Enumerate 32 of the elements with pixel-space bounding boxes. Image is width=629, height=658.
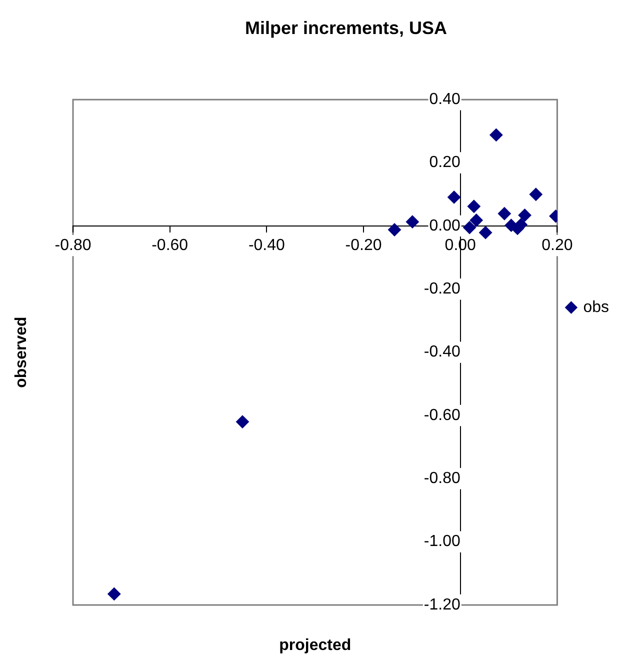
y-tick-label: 0.00 (429, 217, 460, 234)
x-tick-label: -0.40 (248, 236, 286, 254)
legend-label: obs (583, 298, 609, 316)
point (236, 415, 249, 428)
x-tick-label: -0.60 (152, 236, 188, 254)
point (470, 214, 483, 227)
point (490, 128, 503, 142)
point (108, 587, 121, 600)
point (388, 223, 402, 236)
y-tick-label: -0.80 (424, 470, 460, 488)
point (529, 188, 542, 201)
point (518, 208, 532, 222)
x-tick-label: 0.20 (542, 236, 573, 254)
point (514, 218, 528, 232)
y-tick-label: -0.20 (424, 280, 460, 298)
y-tick-label: 0.20 (429, 154, 460, 172)
y-tick-label: -1.00 (424, 533, 460, 550)
y-axis-title: observed (13, 316, 30, 388)
y-tick-label: -0.40 (424, 344, 460, 361)
point (479, 226, 492, 240)
x-tick-label: -0.20 (345, 236, 382, 254)
y-tick-label: -0.60 (424, 406, 460, 424)
y-tick-label: -1.20 (424, 596, 460, 614)
x-axis-title: projected (279, 637, 352, 654)
chart-title: Milper increments, USA (244, 18, 448, 38)
x-tick-label: -0.80 (54, 236, 92, 254)
point (406, 215, 419, 228)
point (448, 190, 461, 204)
point (498, 207, 511, 220)
y-tick-label: 0.40 (429, 91, 460, 108)
point (467, 200, 480, 213)
point (463, 221, 476, 234)
